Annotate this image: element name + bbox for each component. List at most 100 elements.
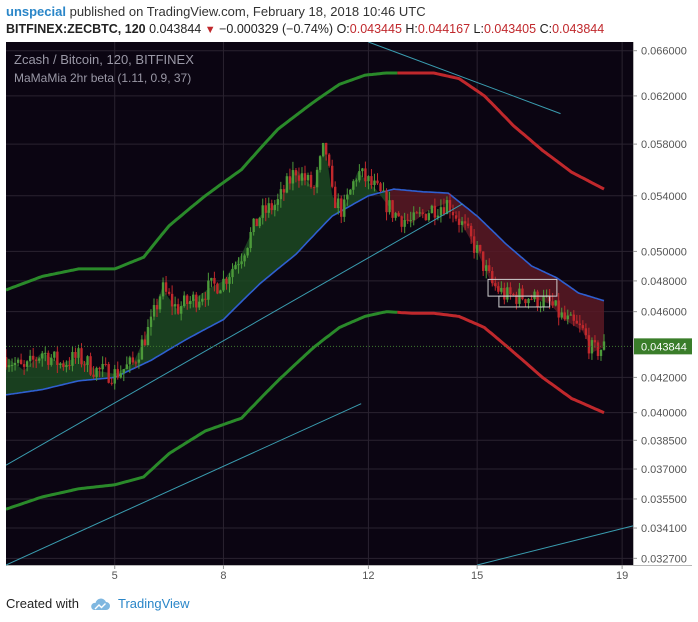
candle-body	[155, 305, 159, 310]
candle-body	[192, 294, 195, 301]
candle-body	[131, 357, 135, 363]
candle-body	[478, 245, 482, 252]
candle-body	[494, 283, 497, 287]
band-fill	[6, 144, 604, 395]
candle-body	[569, 314, 572, 316]
candle-body	[358, 171, 361, 181]
last-price-tag	[634, 338, 692, 355]
candle-body	[4, 357, 8, 368]
price-tick-label: 0.038500	[641, 435, 687, 447]
price-tick-label: 0.035500	[641, 494, 687, 506]
symbol-label: BITFINEX:ZECBTC, 120	[6, 22, 146, 36]
candle-body	[140, 339, 144, 360]
price-tick-label: 0.046000	[641, 307, 687, 319]
candle-body	[291, 170, 295, 184]
close-value: 0.043844	[552, 22, 605, 36]
candle-body	[98, 367, 101, 370]
candle-body	[388, 200, 391, 213]
candle-body	[179, 306, 183, 314]
candle-body	[128, 357, 132, 365]
open-label: O:	[336, 22, 350, 36]
price-chart[interactable]: 0.066000 0.062000 0.058000 0.054000 0.050000…	[4, 41, 692, 582]
candle-body	[412, 212, 415, 221]
candle-body	[270, 203, 273, 211]
footer: Created with TradingView	[6, 596, 190, 612]
candle-body	[536, 291, 539, 308]
candle-body	[439, 207, 443, 216]
candle-body	[475, 245, 479, 253]
candle-body	[557, 300, 560, 318]
candle-body	[201, 298, 204, 302]
candle-body	[593, 340, 597, 343]
candle-body	[167, 291, 171, 294]
candle-body	[346, 194, 349, 200]
author-link[interactable]: unspecial	[6, 4, 66, 19]
candle-body	[454, 215, 458, 219]
candle-body	[89, 356, 92, 375]
candle-body	[35, 359, 38, 361]
candle-body	[575, 320, 579, 324]
candle-body	[282, 189, 286, 193]
candle-body	[110, 382, 113, 384]
candle-body	[279, 189, 283, 200]
trend-line	[5, 403, 362, 566]
price-tick-label: 0.062000	[641, 91, 687, 103]
candle-body	[219, 290, 222, 294]
candle-body	[25, 361, 29, 367]
candle-body	[122, 369, 125, 374]
tradingview-link[interactable]: TradingView	[118, 596, 190, 611]
candle-body	[182, 295, 186, 307]
candle-body	[509, 287, 512, 295]
low-value: 0.043405	[483, 22, 537, 36]
candle-body	[355, 180, 358, 182]
candle-body	[497, 286, 500, 292]
candle-body	[306, 174, 310, 181]
candle-body	[249, 231, 252, 249]
candle-body	[542, 296, 545, 307]
candle-body	[602, 341, 606, 350]
time-tick-label: 8	[220, 570, 226, 582]
candle-body	[572, 314, 576, 321]
chart-area[interactable]: 0.066000 0.062000 0.058000 0.054000 0.050000…	[4, 41, 692, 582]
candle-body	[300, 173, 304, 181]
candle-body	[68, 364, 71, 366]
candle-body	[273, 204, 277, 211]
candle-body	[173, 304, 177, 307]
candle-body	[164, 282, 168, 292]
price-tick-label: 0.032700	[641, 553, 687, 565]
candle-body	[86, 356, 89, 365]
indicator-label: MaMaMia 2hr beta (1.11, 0.9, 37)	[14, 71, 191, 85]
trend-line	[477, 525, 634, 566]
candle-body	[457, 218, 461, 225]
last-price-label: 0.043844	[641, 341, 687, 353]
candle-body	[116, 369, 119, 378]
price-tick-label: 0.034100	[641, 523, 687, 535]
time-tick-label: 15	[471, 570, 483, 582]
price-tick-label: 0.048000	[641, 276, 687, 288]
candle-body	[418, 212, 421, 214]
candle-body	[415, 212, 418, 214]
candle-body	[246, 248, 249, 256]
candle-body	[213, 277, 216, 284]
candle-body	[352, 181, 355, 190]
candle-body	[584, 328, 588, 336]
high-label: H:	[405, 22, 418, 36]
candle-body	[258, 217, 261, 227]
drawings	[5, 41, 634, 566]
candle-body	[74, 351, 77, 358]
price-tick-label: 0.037000	[641, 464, 687, 476]
time-tick-label: 12	[362, 570, 374, 582]
candle-body	[161, 282, 165, 297]
candle-body	[400, 216, 403, 227]
candle-body	[554, 300, 557, 306]
candle-body	[134, 362, 138, 364]
down-triangle-icon: ▼	[204, 24, 216, 36]
candle-body	[158, 296, 162, 310]
candle-body	[337, 198, 340, 209]
time-tick-label: 19	[616, 570, 628, 582]
candle-body	[170, 293, 174, 307]
candle-body	[237, 264, 240, 266]
lower-band-rising	[5, 310, 398, 511]
candle-body	[225, 278, 228, 284]
open-value: 0.043445	[349, 22, 402, 36]
